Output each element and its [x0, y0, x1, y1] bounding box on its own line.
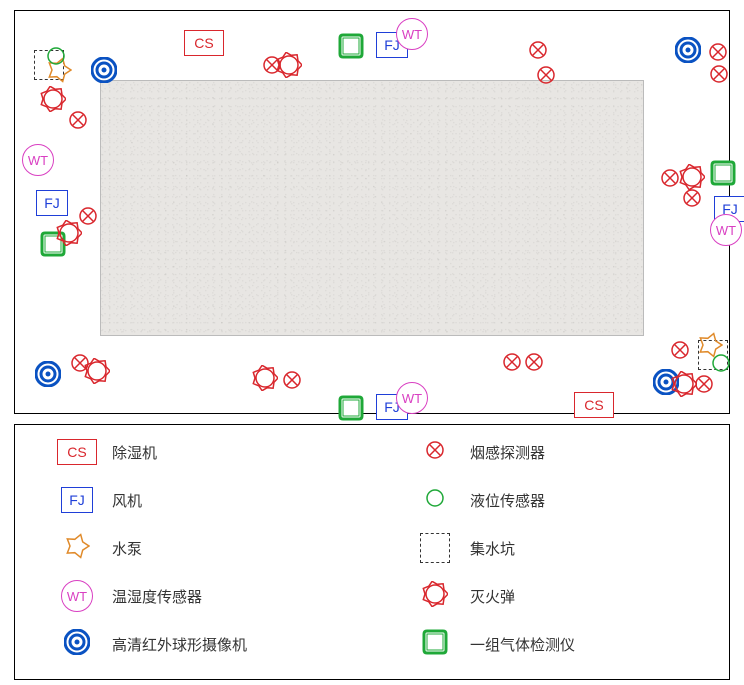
- symbol-smoke: [69, 111, 87, 134]
- symbol-cs: CS: [57, 439, 97, 465]
- symbol-smoke: [529, 41, 547, 64]
- symbol-level: [426, 489, 444, 512]
- symbol-smoke: [710, 65, 728, 88]
- symbol-wt: WT: [396, 382, 428, 414]
- symbol-wt: WT: [396, 18, 428, 50]
- legend-label: 一组气体检测仪: [470, 634, 575, 655]
- symbol-cs: CS: [574, 392, 614, 418]
- symbol-wt: WT: [22, 144, 54, 176]
- legend-row-fj: FJ 风机: [42, 482, 142, 518]
- legend-label: 烟感探测器: [470, 442, 545, 463]
- symbol-fire: [56, 220, 82, 251]
- symbol-fj: FJ: [61, 487, 93, 513]
- symbol-wt: WT: [710, 214, 742, 246]
- symbol-cam: [64, 629, 90, 660]
- symbol-fire: [679, 164, 705, 195]
- legend-label: 液位传感器: [470, 490, 545, 511]
- symbol-smoke: [426, 441, 444, 464]
- legend-row-smoke: 烟感探测器: [400, 434, 545, 470]
- symbol-cam: [35, 361, 61, 392]
- symbol-smoke: [695, 375, 713, 398]
- legend-label: 灭火弹: [470, 586, 515, 607]
- legend-row-cs: CS 除湿机: [42, 434, 157, 470]
- legend-label: 除湿机: [112, 442, 157, 463]
- equipment-area-texture: [100, 80, 644, 336]
- legend-row-pump: 水泵: [42, 530, 142, 566]
- legend-label: 风机: [112, 490, 142, 511]
- symbol-wt: WT: [61, 580, 93, 612]
- symbol-smoke: [661, 169, 679, 192]
- symbol-level: [712, 354, 730, 377]
- legend-label: 集水坑: [470, 538, 515, 559]
- symbol-fire: [276, 52, 302, 83]
- symbol-smoke: [525, 353, 543, 376]
- legend-icon: [400, 533, 470, 563]
- diagram-canvas: CSCSFJFJFJFJWTWTWTWTCS除湿机FJ风机水泵WT温湿度传感器高…: [0, 0, 744, 685]
- legend-icon: [400, 489, 470, 512]
- legend-icon: WT: [42, 580, 112, 612]
- symbol-smoke: [709, 43, 727, 66]
- symbol-gas: [338, 33, 364, 64]
- legend-row-gas: 一组气体检测仪: [400, 626, 575, 662]
- legend-row-level: 液位传感器: [400, 482, 545, 518]
- symbol-fire: [40, 86, 66, 117]
- symbol-level: [47, 47, 65, 70]
- symbol-fire: [422, 581, 448, 612]
- legend-label: 水泵: [112, 538, 142, 559]
- symbol-pit: [420, 533, 450, 563]
- legend-icon: [400, 629, 470, 660]
- symbol-cam: [675, 37, 701, 68]
- legend-row-pit: 集水坑: [400, 530, 515, 566]
- legend-icon: [400, 441, 470, 464]
- symbol-gas: [422, 629, 448, 660]
- symbol-pump: [64, 533, 90, 564]
- legend-label: 高清红外球形摄像机: [112, 634, 247, 655]
- symbol-fj: FJ: [36, 190, 68, 216]
- legend-icon: [42, 629, 112, 660]
- symbol-cam: [91, 57, 117, 88]
- legend-label: 温湿度传感器: [112, 586, 202, 607]
- legend-icon: [400, 581, 470, 612]
- symbol-fire: [671, 371, 697, 402]
- legend-icon: FJ: [42, 487, 112, 513]
- legend-row-wt: WT 温湿度传感器: [42, 578, 202, 614]
- legend-icon: [42, 533, 112, 564]
- symbol-smoke: [537, 66, 555, 89]
- symbol-fire: [84, 358, 110, 389]
- legend-row-cam: 高清红外球形摄像机: [42, 626, 247, 662]
- symbol-gas: [710, 160, 736, 191]
- symbol-fire: [252, 365, 278, 396]
- legend-icon: CS: [42, 439, 112, 465]
- symbol-smoke: [283, 371, 301, 394]
- symbol-smoke: [671, 341, 689, 364]
- symbol-cs: CS: [184, 30, 224, 56]
- legend-row-fire: 灭火弹: [400, 578, 515, 614]
- symbol-smoke: [503, 353, 521, 376]
- symbol-gas: [338, 395, 364, 426]
